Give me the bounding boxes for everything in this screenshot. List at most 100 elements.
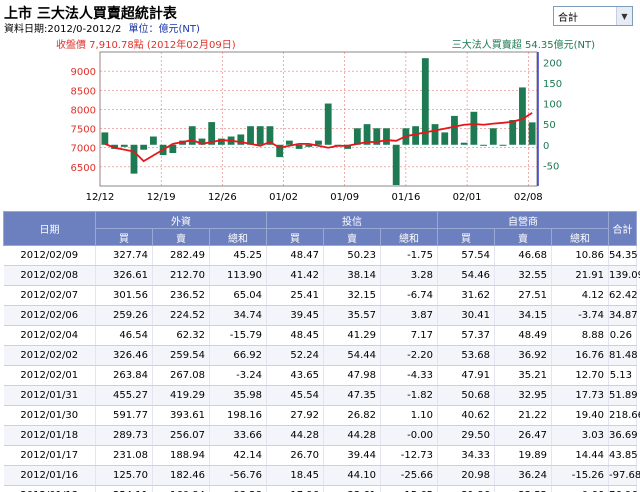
cell-value: 236.52	[152, 285, 210, 306]
x-axis-tick-label: 02/08	[514, 192, 543, 203]
cell-value: 10.86	[551, 245, 610, 266]
chart-bar	[198, 138, 206, 145]
cell-value: 44.28	[266, 425, 324, 446]
header-date: 日期	[3, 211, 96, 246]
chart-bar	[101, 132, 109, 145]
cell-value: 50.68	[437, 385, 495, 406]
cell-value: -1.75	[380, 245, 438, 266]
cell-value: -4.33	[380, 365, 438, 386]
chart-bar	[305, 144, 313, 147]
cell-value: 5.13	[608, 365, 638, 386]
cell-value: -0.00	[380, 425, 438, 446]
header-total: 合計	[608, 211, 638, 246]
chart-svg: 9000 8500 8000 7500 7000 6500 200 150 100 50 0 -50 1…	[56, 38, 595, 203]
unit-label: 單位：億元(NT)	[128, 24, 200, 35]
cell-value: 57.37	[437, 325, 495, 346]
cell-value: 62.42	[608, 285, 638, 306]
cell-value: 51.89	[608, 385, 638, 406]
subheader-trust-net: 總和	[380, 228, 438, 246]
cell-value: 27.51	[494, 285, 552, 306]
cell-value: 17.96	[266, 485, 324, 492]
cell-value: 26.47	[494, 425, 552, 446]
cell-value: -56.76	[209, 465, 267, 486]
cell-value: -0.66	[551, 485, 610, 492]
subheader-dealer-sell: 賣	[494, 228, 552, 246]
chart-bar	[519, 87, 526, 145]
cell-value: 53.68	[437, 345, 495, 366]
cell-value: 3.28	[380, 265, 438, 286]
cell-value: 41.29	[323, 325, 381, 346]
cell-date: 2012/02/08	[3, 265, 96, 286]
cell-value: -97.68	[608, 465, 640, 486]
cell-value: 42.14	[209, 445, 267, 466]
left-axis-tick-label: 9000	[71, 67, 96, 78]
cell-date: 2012/02/09	[3, 245, 96, 266]
cell-value: 40.62	[437, 405, 495, 426]
cell-value: 43.65	[266, 365, 324, 386]
cell-value: 19.40	[551, 405, 610, 426]
cell-value: 301.56	[95, 285, 153, 306]
institutional-trades-table: 日期 外資 投信 自營商 合計 買 賣 總和 買 賣 總和 買 賣 總和 201…	[3, 211, 640, 492]
cell-value: 3.87	[380, 305, 438, 326]
chart-bar	[237, 134, 245, 145]
cell-value: -15.26	[551, 465, 610, 486]
chart-bar	[285, 140, 293, 145]
table-row: 2012/01/18 289.73 256.07 33.66 44.28 44.28 -0.…	[3, 425, 638, 446]
cell-value: 36.24	[494, 465, 552, 486]
subheader-foreign-sell: 賣	[152, 228, 210, 246]
cell-value: 21.22	[494, 405, 552, 426]
left-axis-tick-label: 6500	[71, 163, 96, 174]
table-row: 2012/02/02 326.46 259.54 66.92 52.24 54.44 -2.…	[3, 345, 638, 366]
right-axis-tick-label: 200	[543, 58, 562, 69]
cell-value: 20.98	[437, 465, 495, 486]
chart-bar	[509, 120, 517, 145]
cell-value: 263.84	[95, 365, 153, 386]
cell-value: 17.73	[551, 385, 610, 406]
cell-value: 256.07	[152, 425, 210, 446]
chart-bar	[373, 128, 381, 145]
cell-value: 282.49	[152, 245, 210, 266]
cell-value: -15.79	[209, 325, 267, 346]
cell-value: -3.24	[209, 365, 267, 386]
cell-value: 46.54	[95, 325, 153, 346]
cell-date: 2012/02/07	[3, 285, 96, 306]
cell-value: 35.57	[323, 305, 381, 326]
chart-bar	[324, 103, 332, 145]
right-axis-tick-label: 100	[543, 100, 562, 111]
cell-value: 38.14	[323, 265, 381, 286]
page-title: 上市 三大法人買賣超統計表	[4, 6, 177, 22]
cell-value: 455.27	[95, 385, 153, 406]
cell-value: 218.66	[608, 405, 640, 426]
table-row: 2012/02/06 259.26 224.52 34.74 39.45 35.57 3.8…	[3, 305, 638, 326]
chart-bar	[421, 58, 429, 145]
cell-value: 212.70	[152, 265, 210, 286]
chart-bar	[451, 115, 458, 145]
cell-value: 36.92	[494, 345, 552, 366]
cell-value: 7.17	[380, 325, 438, 346]
cell-value: 47.35	[323, 385, 381, 406]
cell-value: 419.29	[152, 385, 210, 406]
cell-value: 34.33	[437, 445, 495, 466]
header-dealer: 自營商	[436, 211, 610, 229]
cell-value: 32.15	[323, 285, 381, 306]
cell-value: 50.23	[323, 245, 381, 266]
left-axis-tick-label: 7000	[71, 144, 96, 155]
cell-value: 3.03	[551, 425, 610, 446]
cell-value: 0.26	[608, 325, 638, 346]
chevron-down-icon[interactable]: ▼	[616, 7, 632, 25]
chart-bar	[412, 126, 420, 145]
category-select[interactable]: 合計 ▼	[553, 6, 633, 26]
cell-value: -2.20	[380, 345, 438, 366]
subheader-trust-sell: 賣	[323, 228, 381, 246]
chart-bar	[353, 128, 361, 145]
left-axis-tick-label: 8500	[71, 86, 96, 97]
cell-value: 47.98	[323, 365, 381, 386]
cell-value: 29.50	[437, 425, 495, 446]
cell-value: 76.96	[608, 485, 638, 492]
cell-value: 34.74	[209, 305, 267, 326]
table-row: 2012/02/07 301.56 236.52 65.04 25.41 32.15 -6.…	[3, 285, 638, 306]
cell-value: 4.12	[551, 285, 610, 306]
cell-value: 393.61	[152, 405, 210, 426]
cell-value: 32.55	[494, 265, 552, 286]
cell-date: 2012/01/13	[3, 485, 96, 492]
